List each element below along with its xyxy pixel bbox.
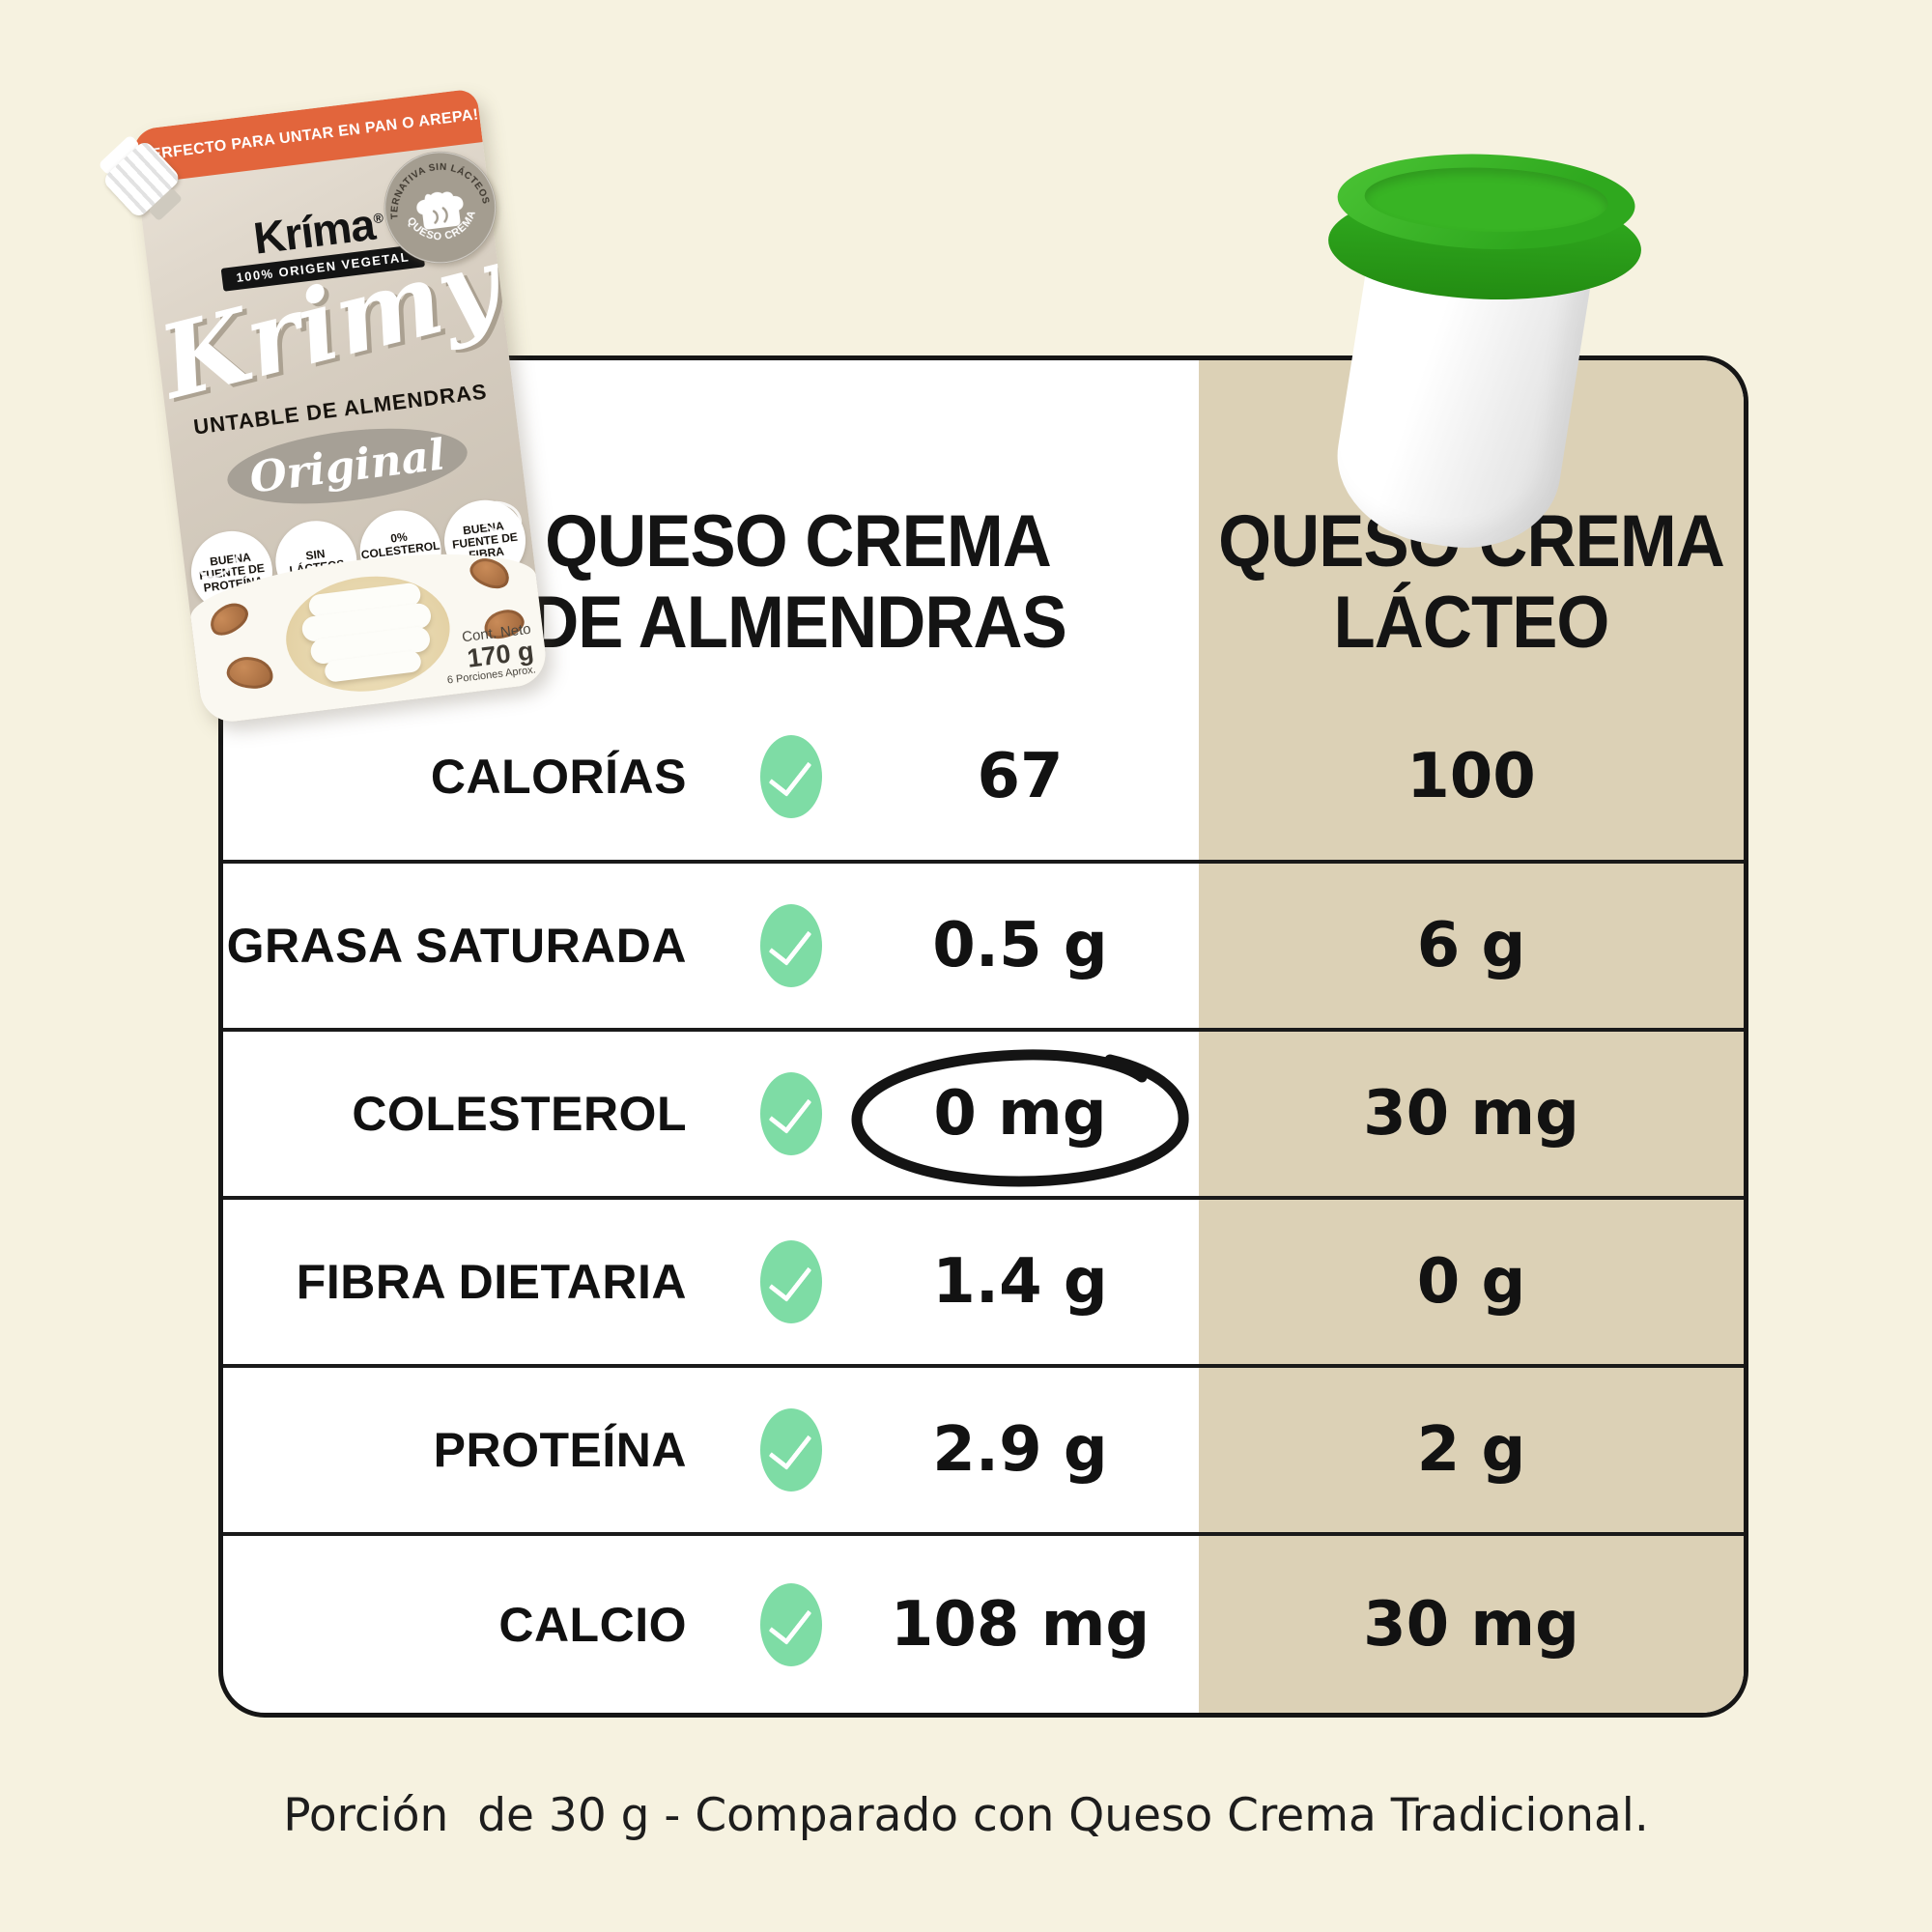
row-label: FIBRA DIETARIA	[296, 1255, 687, 1309]
bread-icon	[416, 191, 464, 230]
almond-icon	[466, 553, 514, 594]
dairy-free-stamp: ALTERNATIVA SIN LÁCTEOS AL • QUESO CREMA…	[371, 136, 505, 272]
almond-value: 67	[977, 741, 1064, 812]
dairy-value: 30 mg	[1363, 1588, 1579, 1661]
table-row-calorias: CALORÍAS 67 100	[223, 694, 1744, 860]
almond-value: 108 mg	[890, 1588, 1151, 1661]
row-label: GRASA SATURADA	[226, 919, 687, 973]
check-icon	[760, 1408, 822, 1492]
table-rows: CALORÍAS 67 100 GRASA SATURADA 0.5 g 6 g…	[223, 694, 1744, 1713]
table-row-colesterol: COLESTEROL 0 mg 30 mg	[223, 1028, 1744, 1196]
dairy-value: 0 g	[1416, 1246, 1526, 1318]
arepa-image	[279, 567, 457, 701]
row-label: CALORÍAS	[430, 750, 687, 804]
almond-icon	[224, 654, 275, 692]
circle-annotation	[851, 1049, 1189, 1187]
almond-cream-pouch: ¡PERFECTO PARA UNTAR EN PAN O AREPA! Krí…	[98, 82, 551, 749]
net-content: Cont. Neto 170 g 6 Porciones Aprox.	[441, 621, 537, 688]
dairy-value: 2 g	[1416, 1414, 1526, 1486]
table-row-proteina: PROTEÍNA 2.9 g 2 g	[223, 1364, 1744, 1532]
almond-icon	[204, 596, 254, 641]
check-icon	[760, 1240, 822, 1323]
comparison-table: QUESO CREMA DE ALMENDRAS QUESO CREMA LÁC…	[218, 355, 1748, 1718]
dairy-value: 6 g	[1416, 910, 1526, 981]
row-label: CALCIO	[498, 1597, 687, 1652]
almond-value: 1.4 g	[932, 1246, 1108, 1318]
variant-name: Original	[246, 429, 448, 503]
table-row-calcio: CALCIO 108 mg 30 mg	[223, 1532, 1744, 1713]
row-label: PROTEÍNA	[433, 1423, 687, 1477]
column-header-almond: QUESO CREMA DE ALMENDRAS	[457, 501, 1140, 664]
column-header-almond-line2: DE ALMENDRAS	[529, 582, 1067, 664]
almond-value: 0.5 g	[932, 910, 1108, 981]
column-header-dairy-line2: LÁCTEO	[1333, 582, 1610, 664]
check-icon	[760, 904, 822, 987]
dairy-column-background	[1199, 360, 1744, 1713]
almond-value: 0 mg	[933, 1078, 1107, 1150]
dairy-value: 30 mg	[1363, 1078, 1579, 1150]
check-icon	[760, 1072, 822, 1155]
table-row-fibra-dietaria: FIBRA DIETARIA 1.4 g 0 g	[223, 1196, 1744, 1364]
tub-lid	[1326, 149, 1644, 305]
almond-value-circled: 0 mg	[841, 1038, 1199, 1189]
portion-note: Porción de 30 g - Comparado con Queso Cr…	[283, 1789, 1649, 1842]
almond-value: 2.9 g	[932, 1414, 1108, 1486]
check-icon	[760, 1582, 822, 1666]
table-row-grasa-saturada: GRASA SATURADA 0.5 g 6 g	[223, 860, 1744, 1028]
dairy-value: 100	[1406, 741, 1536, 812]
pouch-tilted: ¡PERFECTO PARA UNTAR EN PAN O AREPA! Krí…	[98, 88, 550, 725]
column-header-almond-line1: QUESO CREMA	[545, 500, 1052, 582]
row-label: COLESTEROL	[352, 1087, 687, 1141]
check-icon	[760, 735, 822, 818]
